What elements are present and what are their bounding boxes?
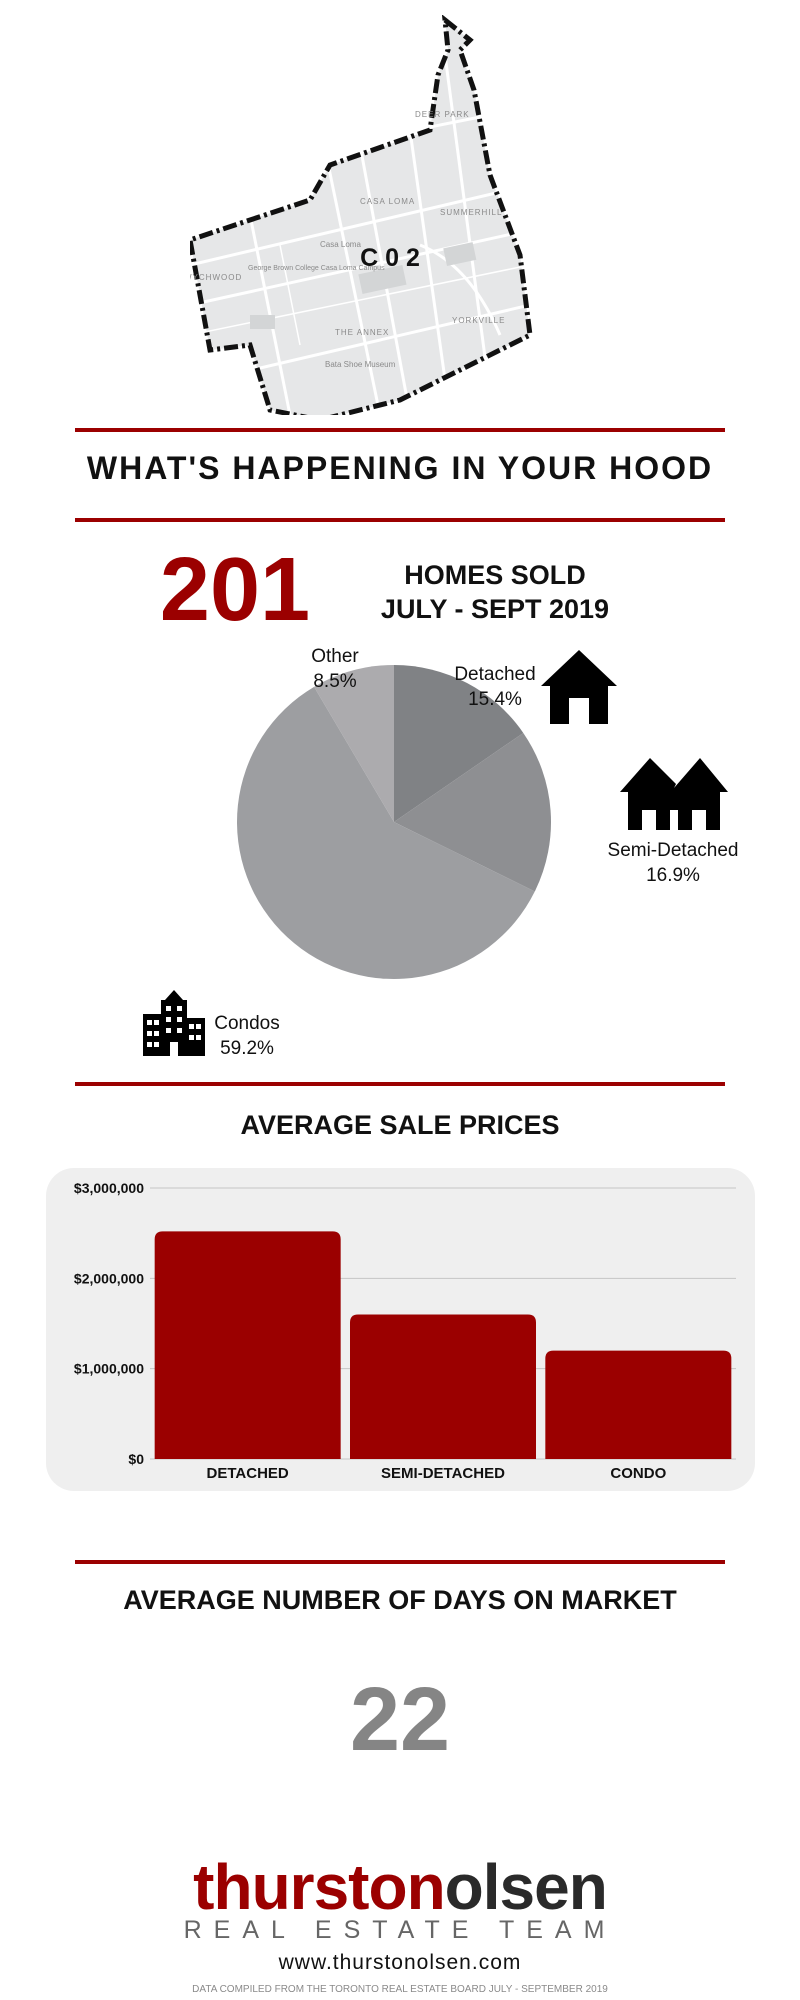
condo-building-icon	[143, 990, 205, 1056]
pie-label-condos-value: 59.2%	[220, 1038, 274, 1059]
map-label-bata-shoe-museum: Bata Shoe Museum	[325, 360, 396, 369]
data-source-footnote: DATA COMPILED FROM THE TORONTO REAL ESTA…	[192, 1984, 608, 1995]
pie-slice-condos	[236, 686, 535, 979]
property-type-pie-chart	[236, 665, 551, 979]
top-divider	[75, 428, 725, 432]
pie-label-semi-detached-value: 16.9%	[646, 865, 700, 886]
days-on-market-value: 22	[349, 1670, 451, 1770]
pie-slice-other	[314, 665, 394, 822]
hood-divider	[75, 518, 725, 522]
average-price-bar-chart: $0 $1,000,000 $2,000,000 $3,000,000 DETACHED…	[74, 1180, 736, 1482]
map-label-casa-loma-site: Casa Loma	[320, 240, 361, 249]
homes-sold-label-line2: JULY - SEPT 2019	[380, 594, 610, 624]
map-label-wychwood: WYCHWOOD	[190, 273, 242, 282]
x-category-label: DETACHED	[207, 1465, 289, 1482]
house-icon	[541, 650, 617, 724]
map-label-summerhill: SUMMERHILL	[440, 208, 502, 217]
logo-subtitle: REAL ESTATE TEAM	[183, 1916, 617, 1944]
pie-label-detached-name: Detached	[454, 664, 536, 685]
pie-label-other-name: Other	[311, 646, 359, 667]
bar-semi-detached	[350, 1314, 536, 1459]
pie-label-condos: Condos 59.2%	[205, 1011, 289, 1061]
map-label-deer-park: DEER PARK	[415, 110, 470, 119]
logo-part-olsen: olsen	[444, 1851, 608, 1923]
map-label-yorkville: YORKVILLE	[452, 316, 505, 325]
x-category-label: SEMI-DETACHED	[381, 1465, 505, 1482]
prices-title: AVERAGE SALE PRICES	[240, 1110, 560, 1140]
company-logo: thurstonolsen	[0, 1852, 800, 1922]
y-tick-label: $3,000,000	[74, 1180, 144, 1196]
map-label-george-brown: George Brown College Casa Loma Campus	[248, 265, 385, 272]
pie-label-other-value: 8.5%	[313, 671, 357, 692]
pie-label-condos-name: Condos	[214, 1013, 280, 1034]
pie-slice-semi-detached	[394, 732, 551, 892]
x-category-label: CONDO	[610, 1465, 666, 1482]
pie-label-semi-detached-name: Semi-Detached	[607, 840, 739, 861]
pie-slice-detached	[394, 665, 524, 822]
pie-label-semi-detached: Semi-Detached 16.9%	[600, 838, 746, 888]
district-label: C 0 2	[360, 244, 420, 272]
y-tick-label: $2,000,000	[74, 1270, 144, 1286]
map-label-casa-loma: CASA LOMA	[360, 197, 415, 206]
pie-label-detached: Detached 15.4%	[440, 662, 550, 712]
hood-title: WHAT'S HAPPENING IN YOUR HOOD	[86, 450, 714, 486]
days-on-market-title: AVERAGE NUMBER OF DAYS ON MARKET	[123, 1585, 677, 1615]
prices-divider	[75, 1082, 725, 1086]
pie-label-detached-value: 15.4%	[468, 689, 522, 710]
y-tick-label: $1,000,000	[74, 1361, 144, 1377]
homes-sold-label-line1: HOMES SOLD	[404, 560, 586, 590]
map-label-annex: THE ANNEX	[335, 328, 389, 337]
bar-condo	[545, 1350, 732, 1459]
homes-sold-count: 201	[159, 540, 311, 640]
bar-detached	[154, 1231, 341, 1459]
logo-part-thurston: thurston	[193, 1851, 445, 1923]
website-link[interactable]: www.thurstonolsen.com	[278, 1951, 522, 1974]
y-tick-label: $0	[128, 1451, 144, 1467]
pie-label-other: Other 8.5%	[295, 644, 375, 694]
district-map: DEER PARK CASA LOMA SUMMERHILL Casa Loma…	[190, 15, 533, 415]
days-divider	[75, 1560, 725, 1564]
semi-detached-house-icon	[620, 758, 728, 830]
homes-sold-label: HOMES SOLD JULY - SEPT 2019	[360, 558, 630, 626]
